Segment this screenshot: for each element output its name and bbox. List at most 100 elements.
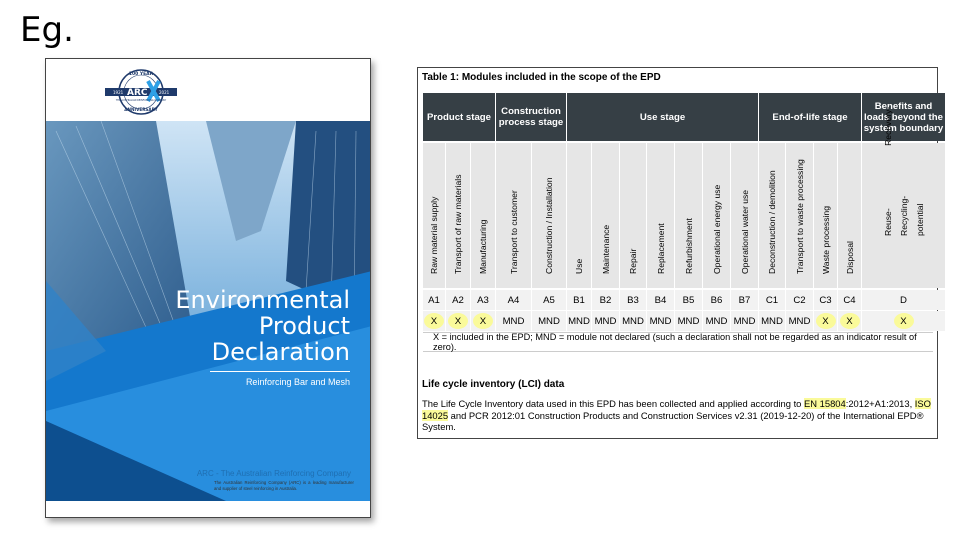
logo-year-right: 2021: [159, 90, 170, 95]
cover-subtitle: Reinforcing Bar and Mesh: [245, 377, 350, 387]
lci-paragraph: The Life Cycle Inventory data used in th…: [422, 398, 934, 433]
module-value-cell: MND: [703, 311, 730, 331]
module-value: MND: [733, 315, 756, 327]
module-value: MND: [705, 315, 728, 327]
module-name-cell: Waste processing: [814, 143, 837, 288]
module-value: X: [448, 313, 468, 329]
table-legend: X = included in the EPD; MND = module no…: [423, 332, 933, 352]
module-value-cell: X: [838, 311, 861, 331]
module-value-cell: MND: [675, 311, 702, 331]
slide-title: Eg.: [20, 10, 74, 50]
module-code: C3: [814, 290, 837, 310]
epd-excerpt: Table 1: Modules included in the scope o…: [417, 67, 945, 439]
module-name: Replacement: [655, 223, 666, 274]
module-name: Refurbishment: [683, 218, 694, 274]
module-name: Disposal: [844, 241, 855, 274]
module-name: Operational water use: [739, 189, 750, 274]
module-value-cell: X: [423, 311, 445, 331]
stage-header: End-of-life stage: [759, 93, 861, 141]
module-name: Reuse- Recovery- Recycling- potential: [882, 106, 925, 236]
module-value-cell: MND: [759, 311, 785, 331]
module-name-cell: Use: [567, 143, 591, 288]
module-value: MND: [788, 315, 811, 327]
module-value-cell: X: [446, 311, 470, 331]
module-value: MND: [761, 315, 783, 327]
module-name-cell: Maintenance: [592, 143, 619, 288]
module-name-cell: Transport of raw materials: [446, 143, 470, 288]
module-code: D: [862, 290, 945, 310]
cover-title-line: Environmental: [175, 286, 350, 314]
module-name: Transport to waste processing: [794, 159, 805, 274]
module-code: C4: [838, 290, 861, 310]
module-code: B1: [567, 290, 591, 310]
module-code: B2: [592, 290, 619, 310]
module-name-cell: Transport to waste processing: [786, 143, 813, 288]
lci-heading: Life cycle inventory (LCI) data: [422, 379, 565, 390]
stage-header: Construction process stage: [496, 93, 566, 141]
module-name-cell: Transport to customer: [496, 143, 531, 288]
module-code: A5: [532, 290, 566, 310]
stage-header: Benefits and loads beyond the system bou…: [862, 93, 945, 141]
module-name: Maintenance: [600, 224, 611, 274]
module-code: B5: [675, 290, 702, 310]
lci-highlight-standard: EN 15804: [804, 398, 846, 409]
module-code: C1: [759, 290, 785, 310]
module-name-cell: Operational water use: [731, 143, 758, 288]
module-value: MND: [568, 315, 590, 327]
logo-middle-text: THE AUSTRALIAN REINFORCING COMPANY: [116, 99, 167, 102]
logo-year-left: 1921: [113, 90, 124, 95]
module-value-cell: X: [471, 311, 495, 331]
module-code: B3: [620, 290, 646, 310]
cover-building-photo: [46, 121, 370, 501]
module-value-cell: MND: [567, 311, 591, 331]
module-value: MND: [622, 315, 644, 327]
module-code: A4: [496, 290, 531, 310]
module-name: Transport of raw materials: [453, 174, 463, 275]
module-value-cell: MND: [496, 311, 531, 331]
module-value-cell: MND: [532, 311, 566, 331]
lci-text-part: The Life Cycle Inventory data used in th…: [422, 398, 805, 409]
lci-text-part: and PCR 2012:01 Construction Products an…: [422, 409, 924, 433]
module-value-cell: MND: [786, 311, 813, 331]
module-name: Manufacturing: [478, 219, 488, 274]
module-value: X: [424, 313, 444, 329]
module-value-cell: X: [862, 311, 945, 331]
cover-divider: [210, 371, 350, 372]
logo-bottom-text: ANNIVERSARY: [124, 107, 158, 112]
module-name-cell: Disposal: [838, 143, 861, 288]
module-value: X: [839, 313, 860, 329]
module-value-cell: X: [814, 311, 837, 331]
module-name-cell: Deconstruction / demolition: [759, 143, 785, 288]
module-name: Raw material supply: [429, 196, 439, 274]
module-value: X: [473, 313, 493, 329]
module-name: Transport to customer: [508, 190, 519, 274]
module-name: Use: [574, 258, 584, 274]
stage-header: Product stage: [423, 93, 495, 141]
module-code: A2: [446, 290, 470, 310]
module-name-cell: Refurbishment: [675, 143, 702, 288]
module-value: MND: [677, 315, 700, 327]
module-name-cell: Manufacturing: [471, 143, 495, 288]
module-name: Operational energy use: [711, 184, 722, 274]
module-name: Deconstruction / demolition: [767, 170, 777, 274]
module-code: B6: [703, 290, 730, 310]
module-name-cell: Operational energy use: [703, 143, 730, 288]
module-value-cell: MND: [647, 311, 674, 331]
module-value-cell: MND: [731, 311, 758, 331]
module-code: A1: [423, 290, 445, 310]
module-name-cell: Raw material supply: [423, 143, 445, 288]
module-code: A3: [471, 290, 495, 310]
cover-title: Environmental Product Declaration: [100, 287, 350, 365]
arc-logo: 100 YEAR 1921 2021 ARC THE AUSTRALIAN RE…: [105, 69, 177, 115]
module-value: X: [893, 313, 914, 329]
module-code: B4: [647, 290, 674, 310]
stage-header: Use stage: [567, 93, 758, 141]
module-value: MND: [594, 315, 617, 327]
logo-top-text: 100 YEAR: [129, 71, 154, 77]
module-name: Repair: [628, 248, 638, 274]
epd-cover: 100 YEAR 1921 2021 ARC THE AUSTRALIAN RE…: [45, 58, 371, 518]
lci-text-part: :2012+A1:2013,: [845, 398, 915, 409]
module-code: B7: [731, 290, 758, 310]
table-caption: Table 1: Modules included in the scope o…: [422, 72, 661, 83]
cover-description: The Australian Reinforcing Company (ARC)…: [214, 480, 354, 491]
